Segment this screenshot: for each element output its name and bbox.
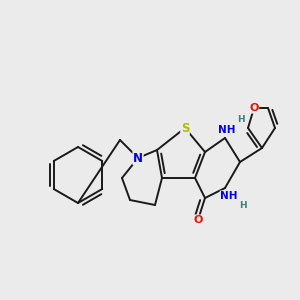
Text: H: H	[237, 116, 245, 124]
Text: N: N	[133, 152, 143, 164]
Text: H: H	[239, 202, 247, 211]
Text: O: O	[193, 215, 203, 225]
Text: O: O	[249, 103, 259, 113]
Text: S: S	[181, 122, 189, 134]
Text: NH: NH	[218, 125, 236, 135]
Text: NH: NH	[220, 191, 238, 201]
